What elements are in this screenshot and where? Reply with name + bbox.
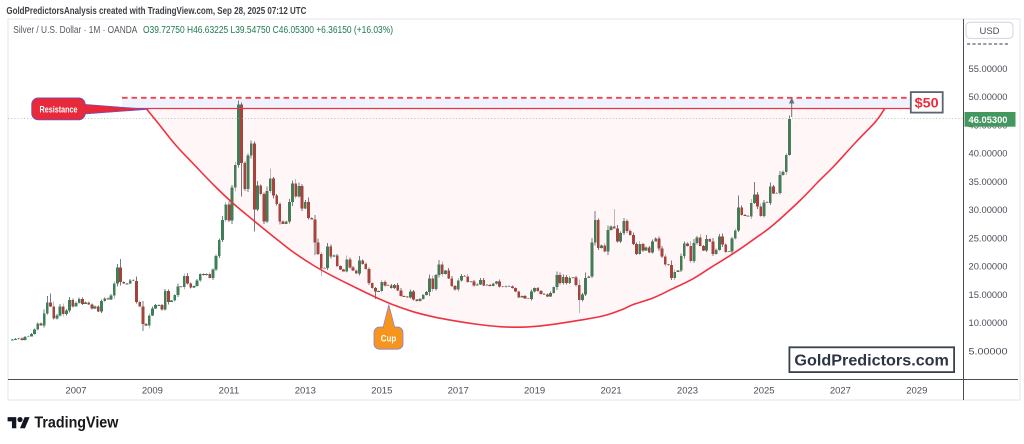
svg-text:Cup: Cup [381,334,397,344]
svg-text:20.00000: 20.00000 [969,262,1008,273]
svg-text:$50: $50 [915,95,939,110]
svg-text:USD: USD [979,26,999,37]
svg-text:2023: 2023 [677,386,698,397]
svg-text:2017: 2017 [448,386,469,397]
svg-text:GoldPredictors.com: GoldPredictors.com [794,353,949,370]
svg-text:2009: 2009 [142,386,163,397]
svg-text:15.00000: 15.00000 [969,290,1008,301]
svg-text:25.00000: 25.00000 [969,233,1008,244]
svg-text:30.00000: 30.00000 [969,205,1008,216]
svg-text:10.00000: 10.00000 [969,318,1008,329]
svg-text:Silver / U.S. Dollar · 1M · OA: Silver / U.S. Dollar · 1M · OANDA [13,25,137,36]
svg-text:46.05300: 46.05300 [969,115,1008,126]
svg-text:2015: 2015 [371,386,392,397]
svg-text:TradingView: TradingView [34,415,119,432]
svg-text:O39.72750 H46.63225 L39.54750: O39.72750 H46.63225 L39.54750 C46.05300 … [143,25,393,36]
svg-text:2019: 2019 [524,386,545,397]
svg-text:2021: 2021 [601,386,622,397]
svg-text:2025: 2025 [753,386,774,397]
svg-text:GoldPredictorsAnalysis created: GoldPredictorsAnalysis created with Trad… [6,6,306,17]
svg-text:50.00000: 50.00000 [969,92,1008,103]
svg-text:55.00000: 55.00000 [969,64,1008,75]
svg-text:5.00000: 5.00000 [969,346,1008,357]
svg-text:2029: 2029 [906,386,927,397]
svg-text:35.00000: 35.00000 [969,177,1008,188]
svg-text:40.00000: 40.00000 [969,149,1008,160]
svg-text:2013: 2013 [295,386,316,397]
svg-text:2011: 2011 [219,386,239,397]
svg-text:2007: 2007 [65,386,86,397]
svg-text:Resistance: Resistance [40,104,78,114]
svg-text:2027: 2027 [830,386,851,397]
